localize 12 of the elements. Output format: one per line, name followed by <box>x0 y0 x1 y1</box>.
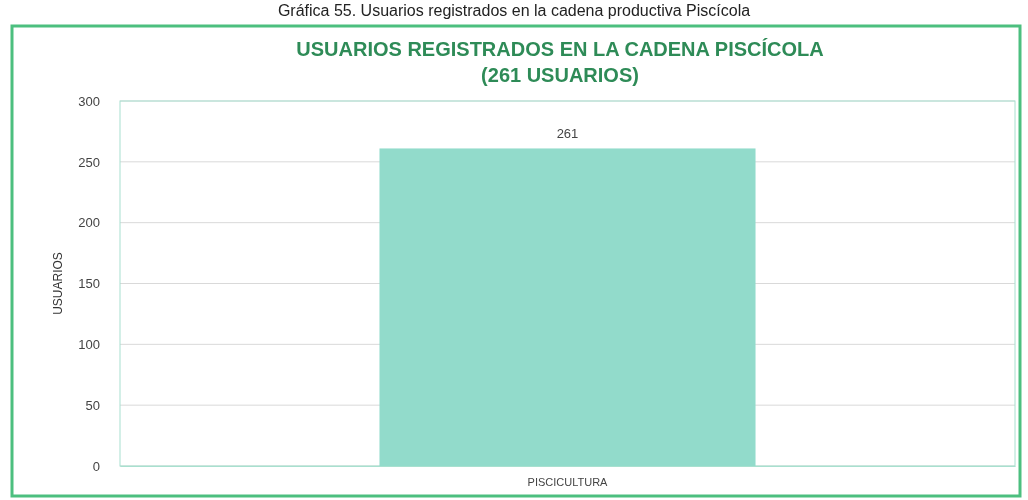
text: Gráfica 55. Usuarios registrados en la cadena productiva Piscícola <box>277 2 751 19</box>
data-label: 261 <box>556 126 579 142</box>
chart-title: USUARIOS REGISTRADOS EN LA CADENA PISCÍCOLA (261 USUARIOS) <box>296 38 824 86</box>
y-axis-title: USUARIOS <box>51 252 65 315</box>
y-tick-label: 150 <box>78 276 100 292</box>
y-tick-label: 300 <box>78 93 100 109</box>
y-tick-label: 0 <box>92 458 100 474</box>
y-tick-label: 250 <box>78 154 100 170</box>
x-tick-label: PISCICULTURA <box>527 475 609 488</box>
y-tick-label: 50 <box>85 397 100 413</box>
y-tick-label: 200 <box>78 215 100 231</box>
y-tick-label: 100 <box>78 336 100 352</box>
